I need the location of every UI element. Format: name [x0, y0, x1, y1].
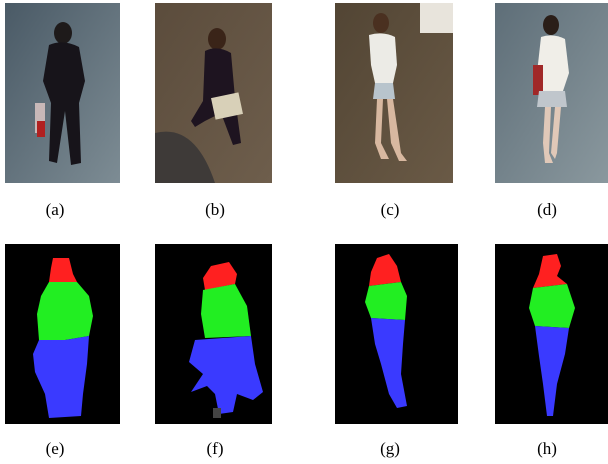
- photo-d: [495, 3, 608, 183]
- panel-label: (d): [537, 200, 557, 219]
- photo-b: [155, 3, 272, 183]
- mask-g: [335, 244, 458, 424]
- mask-f: [155, 244, 272, 424]
- photo-a: [5, 3, 120, 183]
- mask-e: [5, 244, 120, 424]
- mask-h: [495, 244, 608, 424]
- figure: (a) (b) (c) (d) (e) (f) (g) (h): [0, 0, 608, 464]
- panel-label: (f): [207, 439, 224, 458]
- page: {"figure": {"panels": [ {"label": "(a)"}…: [0, 0, 608, 464]
- photo-c: [335, 3, 453, 183]
- panel-label: (a): [46, 200, 65, 219]
- panel-label: (e): [46, 439, 65, 458]
- panel-label: (g): [380, 439, 400, 458]
- panel-label: (c): [381, 200, 400, 219]
- panel-label: (h): [537, 439, 557, 458]
- panel-label: (b): [205, 200, 225, 219]
